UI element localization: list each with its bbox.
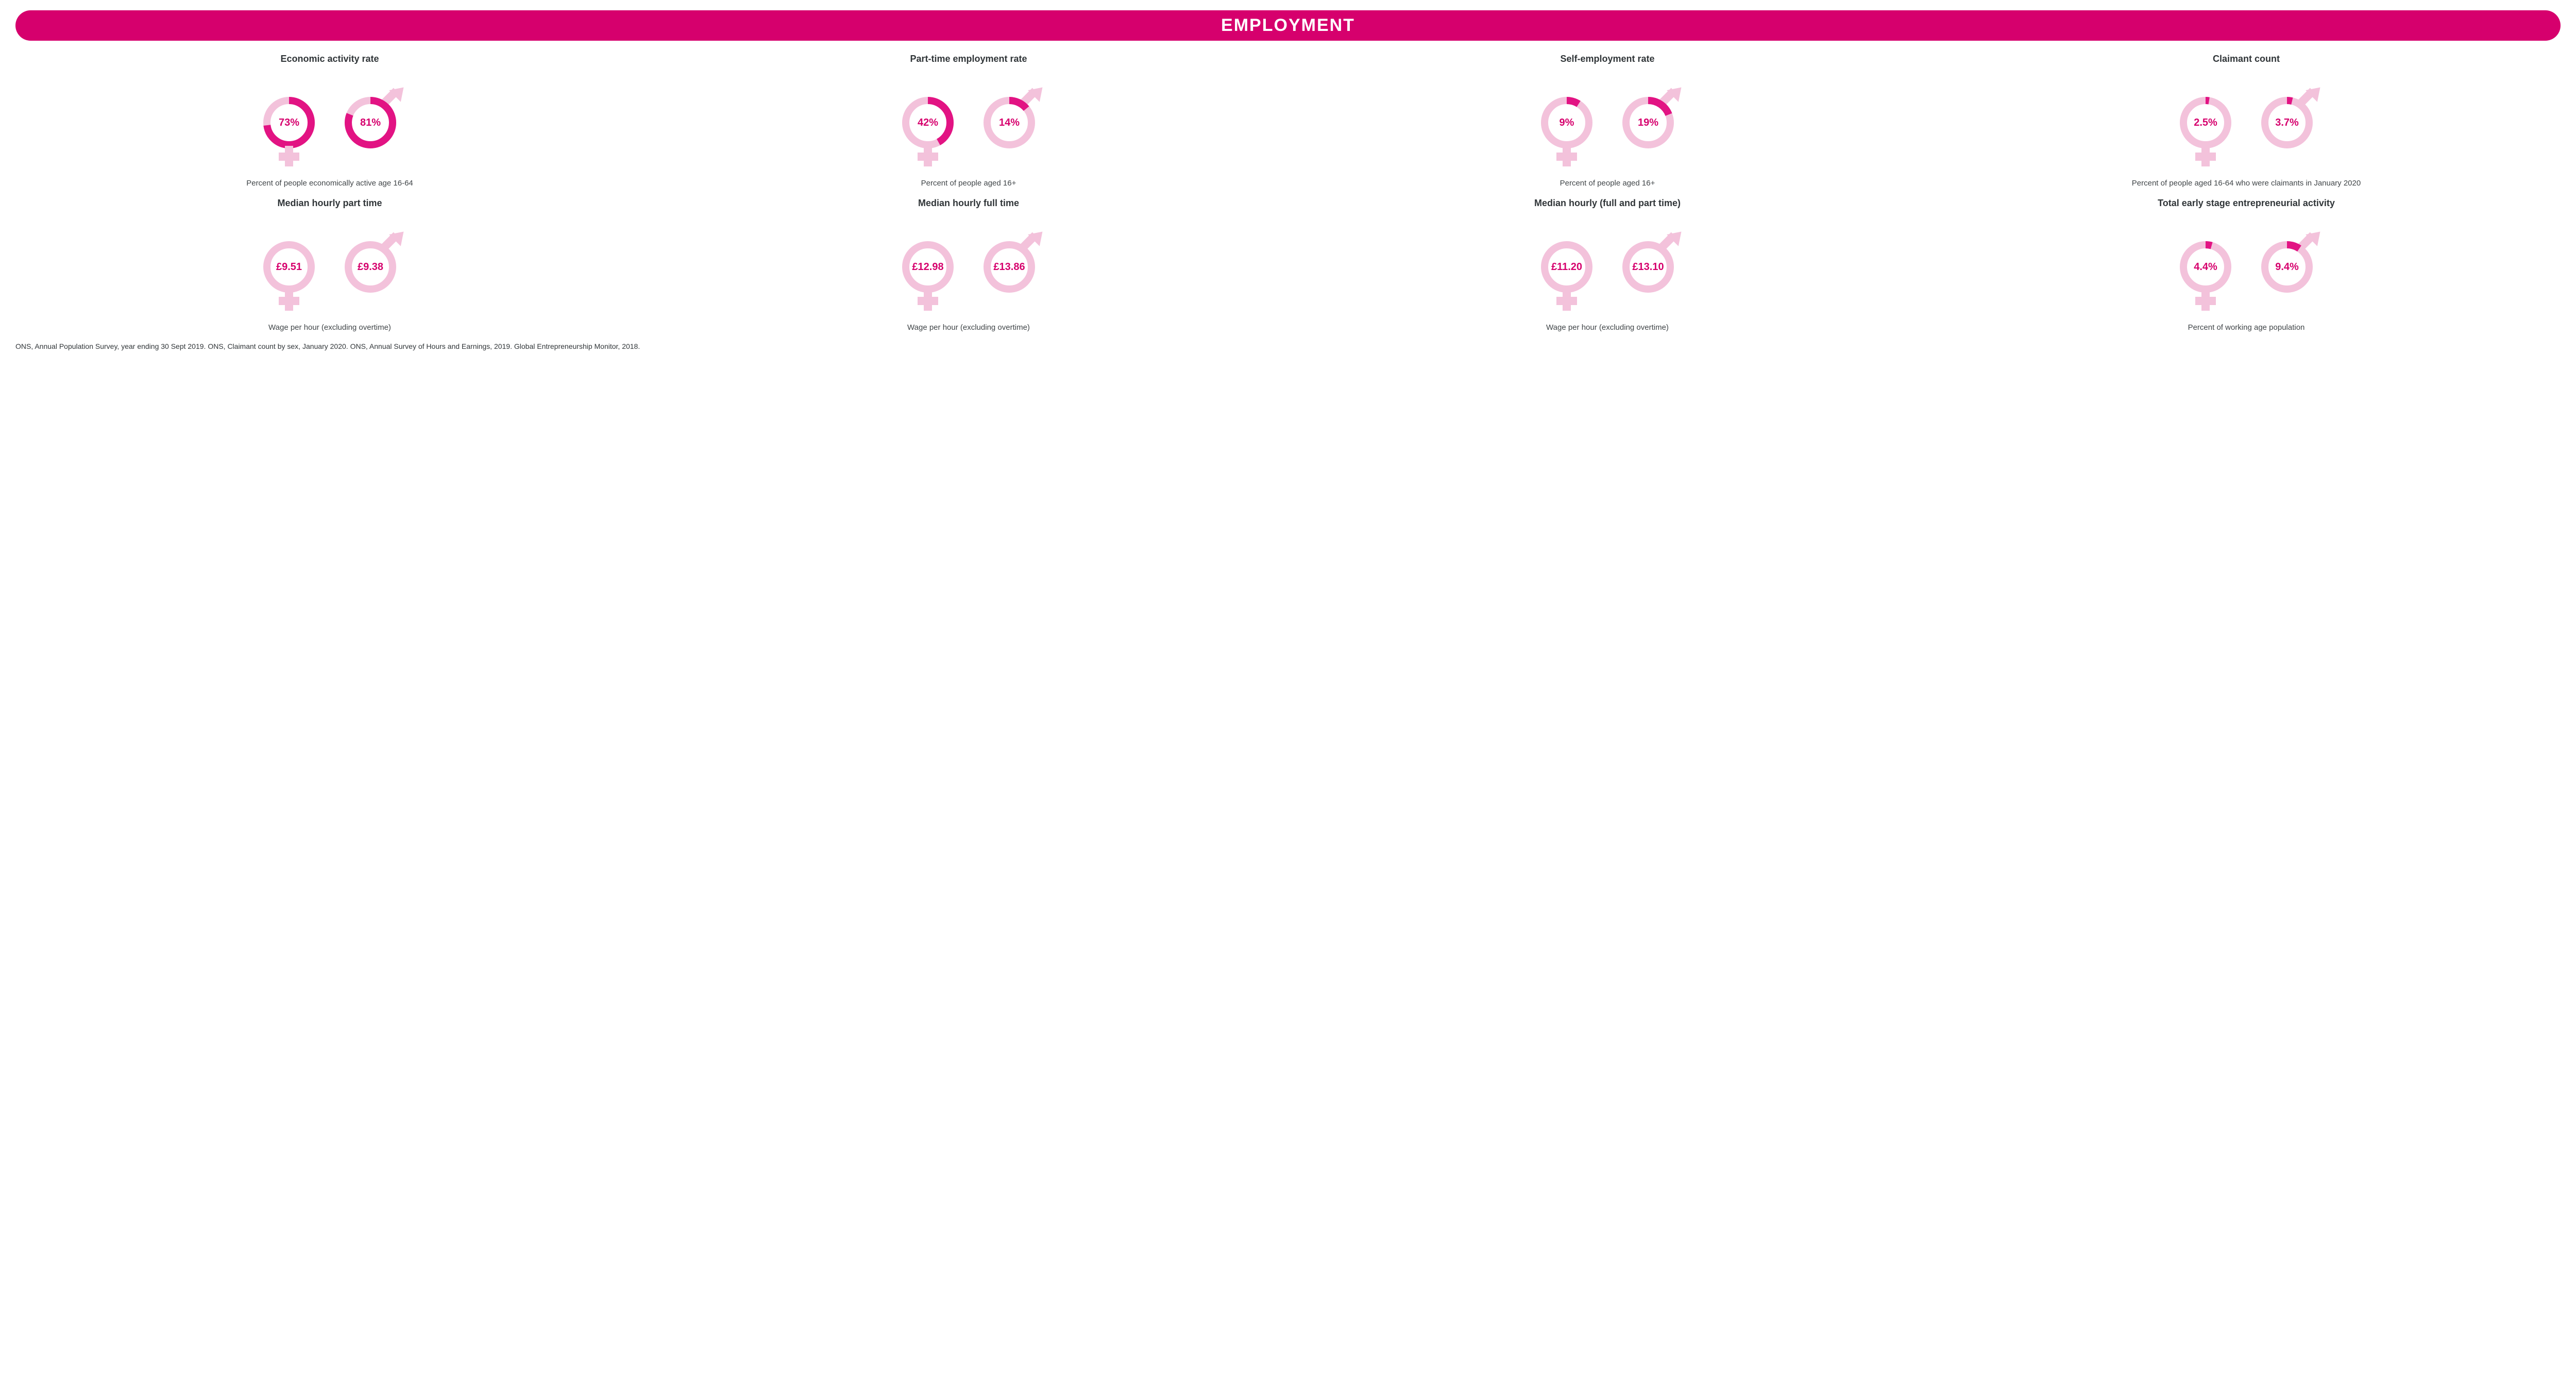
female-cross-icon xyxy=(918,153,938,161)
symbol-row: 42% 14% xyxy=(892,87,1045,169)
metrics-grid: Economic activity rate 73% 81% Percent o… xyxy=(15,54,2561,332)
card-title: Median hourly full time xyxy=(918,198,1019,221)
female-value: £11.20 xyxy=(1541,241,1592,293)
card-caption: Percent of people aged 16+ xyxy=(1560,179,1655,188)
symbol-row: £9.51 £9.38 xyxy=(253,231,406,313)
card-caption: Percent of working age population xyxy=(2188,323,2305,332)
header-title: EMPLOYMENT xyxy=(1221,15,1355,35)
male-symbol: 81% xyxy=(334,87,406,169)
male-symbol: 14% xyxy=(973,87,1045,169)
source-footnote: ONS, Annual Population Survey, year endi… xyxy=(15,342,2561,350)
metric-card: Claimant count 2.5% 3.7% Percent of peop… xyxy=(1932,54,2561,188)
female-symbol: 42% xyxy=(892,87,964,169)
female-value: £12.98 xyxy=(902,241,954,293)
male-symbol: 19% xyxy=(1612,87,1684,169)
male-symbol: £9.38 xyxy=(334,231,406,313)
symbol-row: 2.5% 3.7% xyxy=(2170,87,2323,169)
female-symbol: 73% xyxy=(253,87,325,169)
female-value: 4.4% xyxy=(2180,241,2231,293)
male-value: £13.86 xyxy=(984,241,1035,293)
female-cross-icon xyxy=(2195,297,2216,305)
female-symbol: 9% xyxy=(1531,87,1603,169)
female-cross-icon xyxy=(279,153,299,161)
male-symbol: £13.86 xyxy=(973,231,1045,313)
male-value: 19% xyxy=(1622,97,1674,148)
male-value: £9.38 xyxy=(345,241,396,293)
female-value: 73% xyxy=(263,97,315,148)
female-symbol: £9.51 xyxy=(253,231,325,313)
female-symbol: £11.20 xyxy=(1531,231,1603,313)
female-cross-icon xyxy=(1556,153,1577,161)
female-value: 9% xyxy=(1541,97,1592,148)
card-caption: Percent of people aged 16+ xyxy=(921,179,1016,188)
metric-card: Median hourly (full and part time) £11.2… xyxy=(1293,198,1922,332)
female-symbol: 2.5% xyxy=(2170,87,2242,169)
symbol-row: 9% 19% xyxy=(1531,87,1684,169)
female-symbol: £12.98 xyxy=(892,231,964,313)
symbol-row: £12.98 £13.86 xyxy=(892,231,1045,313)
male-value: 3.7% xyxy=(2261,97,2313,148)
female-value: 42% xyxy=(902,97,954,148)
card-caption: Wage per hour (excluding overtime) xyxy=(907,323,1030,332)
card-title: Economic activity rate xyxy=(280,54,379,76)
card-caption: Wage per hour (excluding overtime) xyxy=(1546,323,1669,332)
male-value: 14% xyxy=(984,97,1035,148)
symbol-row: 4.4% 9.4% xyxy=(2170,231,2323,313)
metric-card: Total early stage entrepreneurial activi… xyxy=(1932,198,2561,332)
symbol-row: 73% 81% xyxy=(253,87,406,169)
female-cross-icon xyxy=(1556,297,1577,305)
female-value: 2.5% xyxy=(2180,97,2231,148)
male-symbol: 3.7% xyxy=(2251,87,2323,169)
metric-card: Median hourly full time £12.98 £13.86 Wa… xyxy=(654,198,1283,332)
female-cross-icon xyxy=(279,297,299,305)
card-title: Total early stage entrepreneurial activi… xyxy=(2158,198,2335,221)
female-cross-icon xyxy=(2195,153,2216,161)
metric-card: Median hourly part time £9.51 £9.38 Wage… xyxy=(15,198,644,332)
card-caption: Percent of people economically active ag… xyxy=(246,179,413,188)
metric-card: Part-time employment rate 42% 14% Percen… xyxy=(654,54,1283,188)
header-bar: EMPLOYMENT xyxy=(15,10,2561,41)
card-title: Median hourly part time xyxy=(277,198,382,221)
card-title: Claimant count xyxy=(2213,54,2280,76)
male-value: 9.4% xyxy=(2261,241,2313,293)
male-value: 81% xyxy=(345,97,396,148)
male-symbol: £13.10 xyxy=(1612,231,1684,313)
female-value: £9.51 xyxy=(263,241,315,293)
female-symbol: 4.4% xyxy=(2170,231,2242,313)
card-caption: Wage per hour (excluding overtime) xyxy=(268,323,391,332)
card-title: Median hourly (full and part time) xyxy=(1534,198,1681,221)
card-title: Self-employment rate xyxy=(1560,54,1654,76)
male-symbol: 9.4% xyxy=(2251,231,2323,313)
card-caption: Percent of people aged 16-64 who were cl… xyxy=(2132,179,2361,188)
metric-card: Economic activity rate 73% 81% Percent o… xyxy=(15,54,644,188)
symbol-row: £11.20 £13.10 xyxy=(1531,231,1684,313)
female-cross-icon xyxy=(918,297,938,305)
metric-card: Self-employment rate 9% 19% Percent of p… xyxy=(1293,54,1922,188)
card-title: Part-time employment rate xyxy=(910,54,1027,76)
male-value: £13.10 xyxy=(1622,241,1674,293)
